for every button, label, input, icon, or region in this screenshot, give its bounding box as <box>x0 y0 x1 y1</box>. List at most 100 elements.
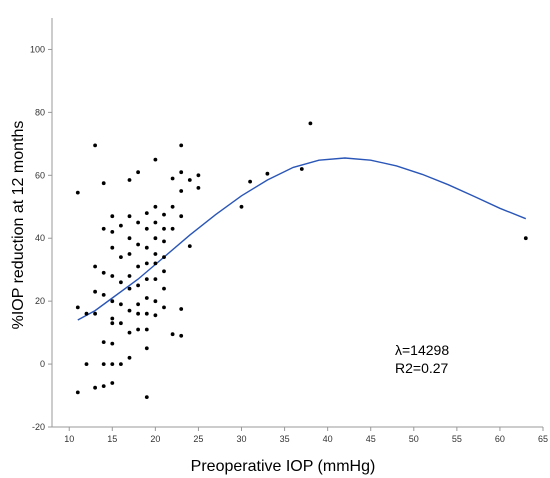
data-point <box>265 171 270 176</box>
data-point <box>110 230 115 234</box>
points-layer <box>75 121 528 399</box>
data-point <box>101 270 106 275</box>
data-point <box>153 261 158 266</box>
data-point <box>93 311 97 316</box>
data-point <box>127 286 132 291</box>
data-point <box>101 293 106 297</box>
x-tick-label: 25 <box>193 434 203 444</box>
y-tick-label: 40 <box>35 233 45 243</box>
data-point <box>162 226 166 231</box>
data-point <box>162 255 166 259</box>
data-point <box>162 269 166 274</box>
data-point <box>153 277 158 281</box>
data-point <box>144 296 149 300</box>
data-point <box>153 236 158 241</box>
y-tick-label: 20 <box>35 296 45 306</box>
data-point <box>239 204 244 209</box>
data-point <box>127 308 132 313</box>
x-tick-label: 40 <box>323 434 333 444</box>
data-point <box>162 212 166 217</box>
data-point <box>299 167 304 171</box>
y-tick-label: -20 <box>32 422 45 432</box>
data-point <box>127 178 132 182</box>
data-point <box>144 395 149 399</box>
data-point <box>144 346 149 351</box>
data-point <box>144 245 149 250</box>
data-point <box>179 307 184 311</box>
data-point <box>196 173 201 178</box>
y-tick-label: 60 <box>35 170 45 180</box>
data-point <box>127 355 132 360</box>
data-point <box>153 299 158 304</box>
data-point <box>127 274 132 278</box>
x-tick-label: 35 <box>280 434 290 444</box>
fit-curve <box>77 157 527 321</box>
data-point <box>110 299 115 304</box>
data-point <box>110 321 115 326</box>
x-tick-label: 30 <box>237 434 247 444</box>
data-point <box>153 220 158 225</box>
data-point <box>136 170 141 175</box>
lambda-annotation: λ=14298 <box>395 342 449 358</box>
data-point <box>127 214 132 219</box>
x-tick-label: 50 <box>409 434 419 444</box>
data-point <box>308 121 313 126</box>
y-ticks: -20 0 20 40 60 80 100 <box>30 44 52 432</box>
data-point <box>119 280 123 285</box>
data-point <box>84 311 89 316</box>
data-point <box>196 186 201 190</box>
data-point <box>179 333 184 338</box>
data-point <box>101 340 106 344</box>
data-point <box>110 381 115 385</box>
data-point <box>144 211 149 216</box>
data-point <box>84 362 89 366</box>
data-point <box>523 236 528 241</box>
data-point <box>93 143 97 148</box>
data-point <box>170 226 175 231</box>
data-point <box>153 204 158 209</box>
data-point <box>101 181 106 186</box>
data-point <box>162 286 166 291</box>
data-point <box>110 245 115 250</box>
y-tick-label: 100 <box>30 44 45 54</box>
data-point <box>170 204 175 209</box>
data-point <box>93 264 97 269</box>
data-point <box>153 252 158 256</box>
data-point <box>179 143 184 148</box>
data-point <box>101 384 106 388</box>
x-tick-label: 15 <box>107 434 117 444</box>
data-point <box>119 321 123 326</box>
data-point <box>187 244 192 249</box>
data-point <box>153 157 158 162</box>
x-axis-title: Preoperative IOP (mmHg) <box>191 458 376 475</box>
data-point <box>93 385 97 390</box>
x-tick-label: 60 <box>495 434 505 444</box>
data-point <box>119 223 123 228</box>
data-point <box>119 362 123 366</box>
data-point <box>110 341 115 346</box>
data-point <box>136 283 141 288</box>
axes <box>51 18 543 428</box>
data-point <box>110 316 115 321</box>
fit-layer <box>77 157 527 321</box>
data-point <box>101 362 106 366</box>
data-point <box>110 214 115 219</box>
data-point <box>144 327 149 332</box>
data-point <box>144 311 149 316</box>
data-point <box>170 332 175 337</box>
y-axis-title: %IOP reduction at 12 months <box>10 121 27 330</box>
data-point <box>127 330 132 335</box>
data-point <box>75 390 80 395</box>
data-point <box>248 179 253 184</box>
data-point <box>162 305 166 310</box>
data-point <box>136 327 141 332</box>
data-point <box>119 255 123 259</box>
data-point <box>136 264 141 269</box>
x-tick-label: 20 <box>150 434 160 444</box>
x-tick-label: 10 <box>64 434 74 444</box>
data-point <box>144 277 149 281</box>
data-point <box>136 242 141 247</box>
data-point <box>127 252 132 256</box>
data-point <box>110 362 115 366</box>
data-point <box>93 289 97 294</box>
